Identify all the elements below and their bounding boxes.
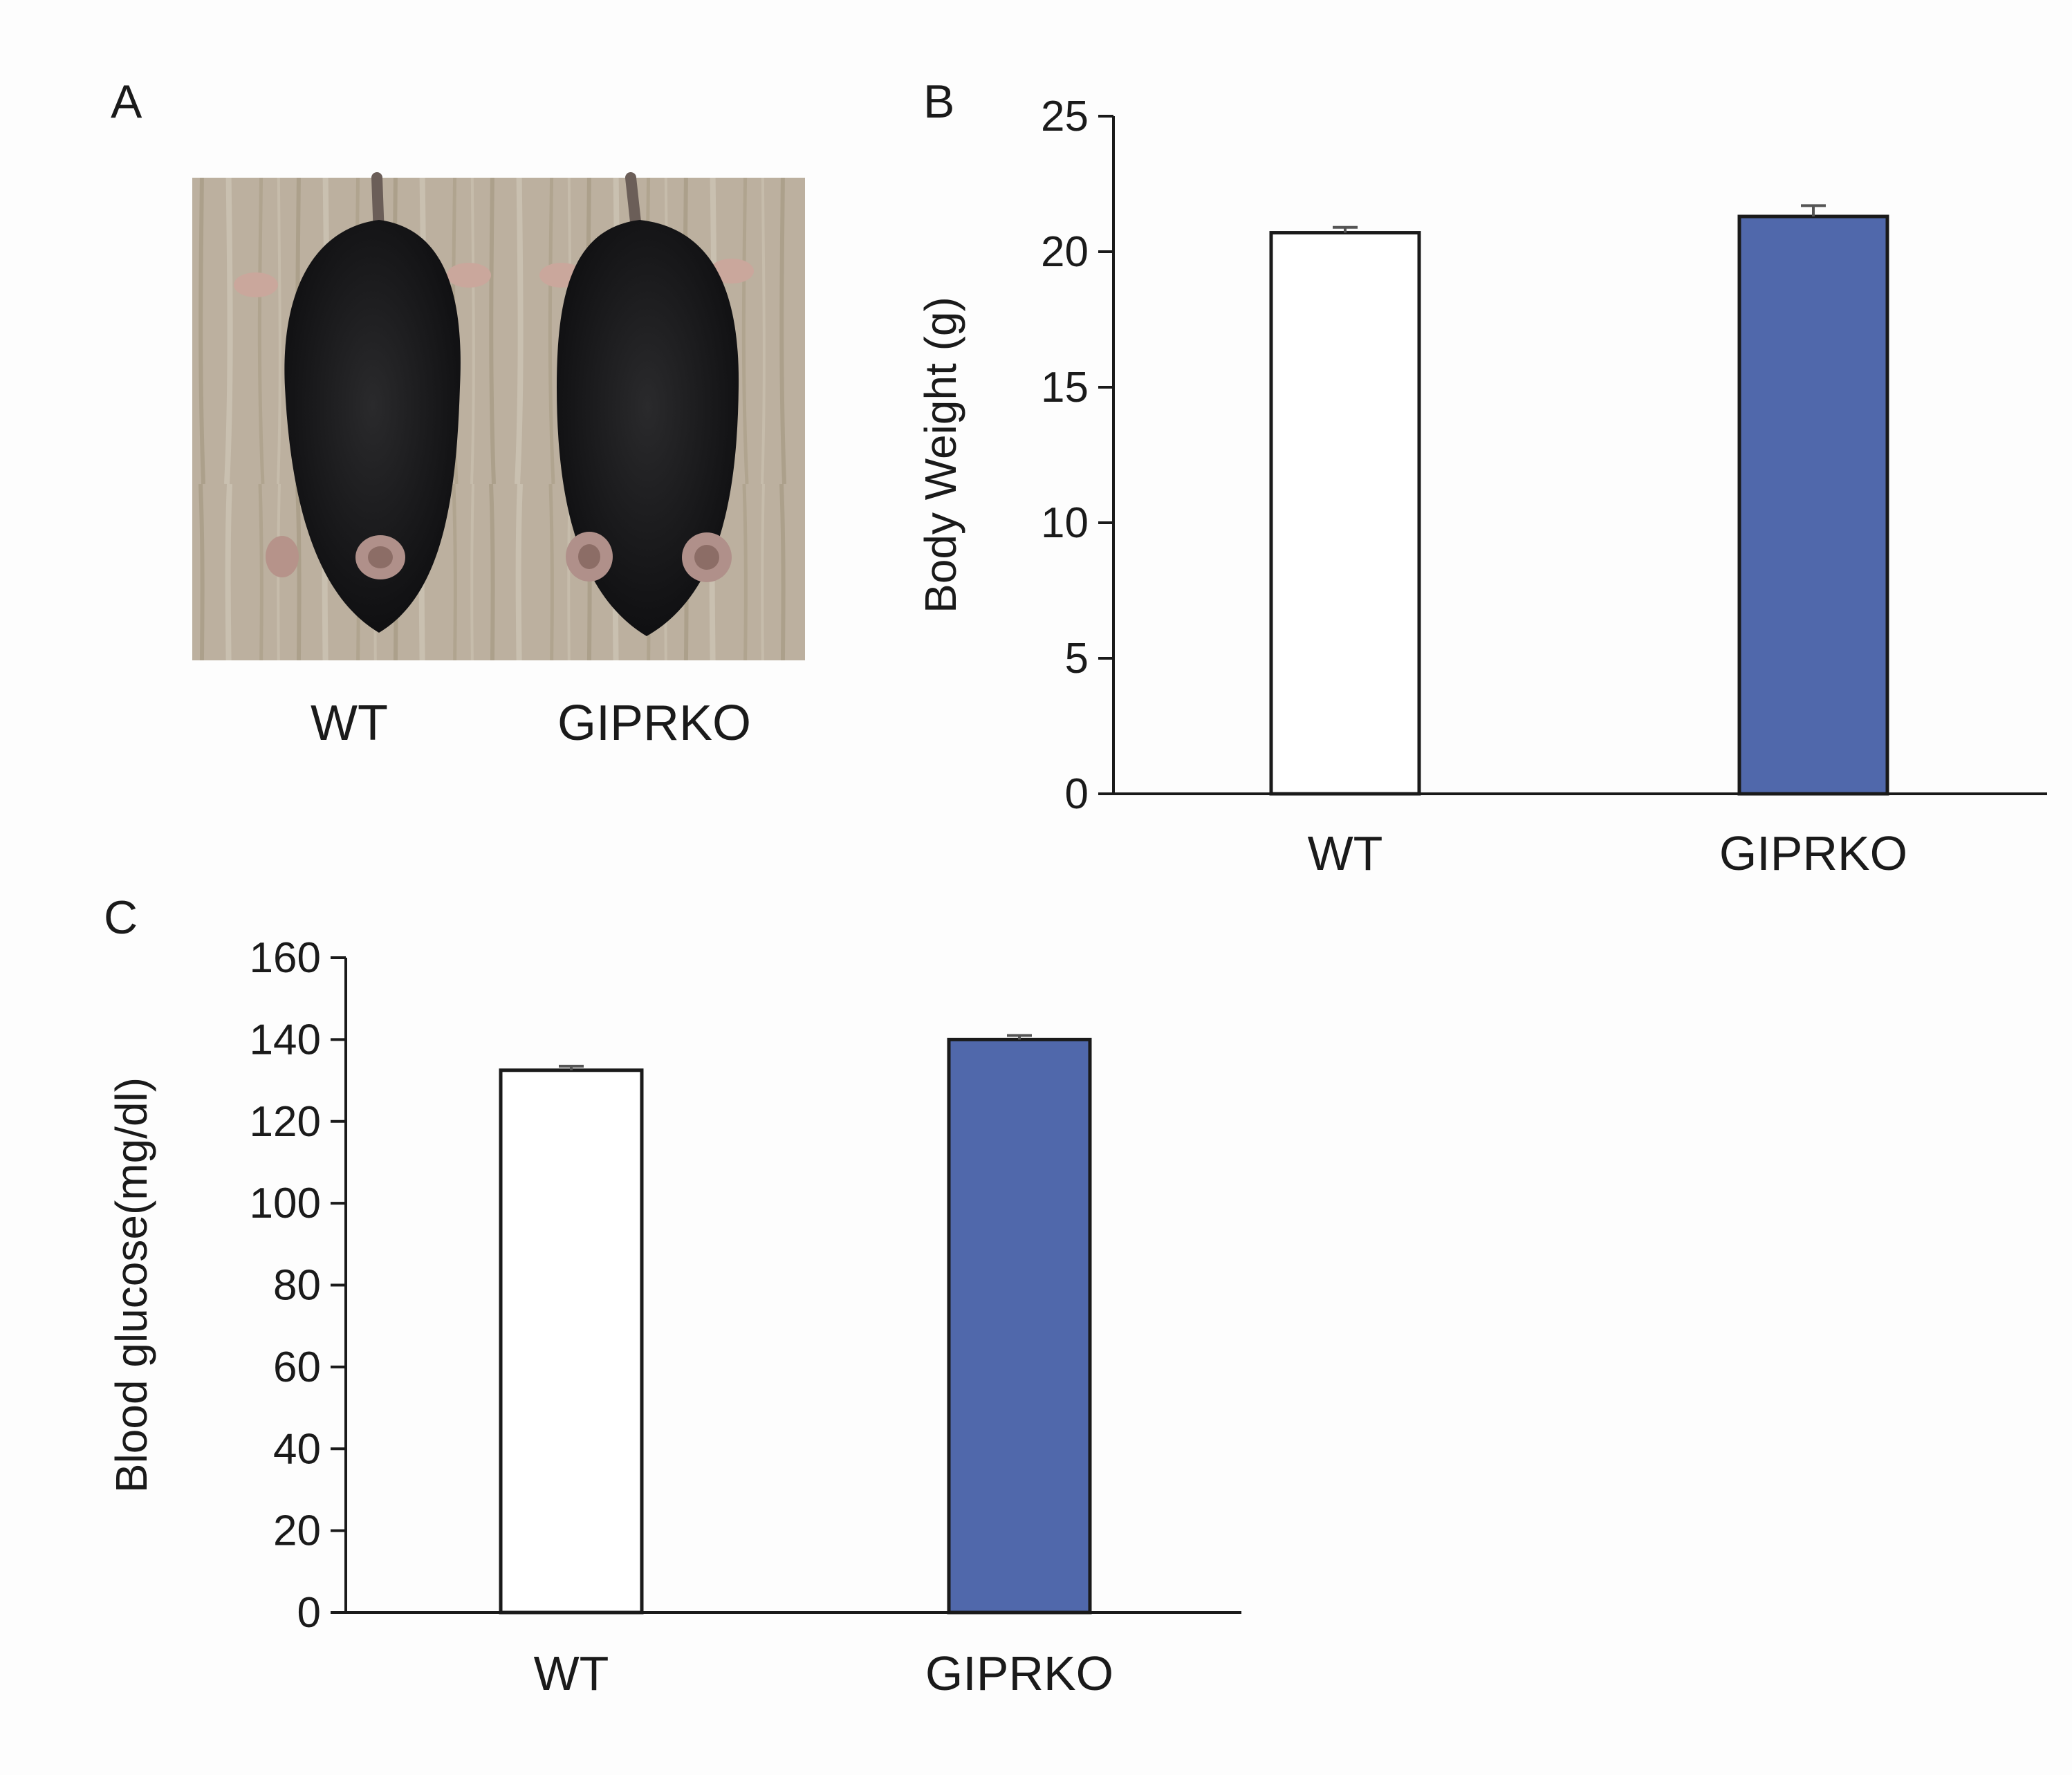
y-tick-label: 60 [273, 1344, 321, 1391]
y-tick-label: 5 [1065, 635, 1089, 682]
panel-letter-a: A [111, 75, 142, 128]
y-axis-title: Body Weight (g) [916, 297, 965, 613]
y-tick-label: 140 [250, 1016, 321, 1063]
y-tick-label: 120 [250, 1098, 321, 1146]
y-tick-label: 25 [1041, 93, 1089, 140]
y-tick-label: 15 [1041, 364, 1089, 411]
chart-body-weight: 0 5 10 15 20 25 Body Weight (g) WT GIPRKO [916, 93, 2047, 880]
y-tick-label: 80 [273, 1262, 321, 1310]
panel-letter-c: C [104, 891, 138, 944]
x-category-label: WT [534, 1646, 609, 1700]
chart-blood-glucose: 0 20 40 60 80 100 120 140 160 Blood glucose(mg/dl… [107, 934, 1241, 1700]
y-tick-label: 10 [1041, 499, 1089, 547]
y-tick-label: 0 [1065, 770, 1089, 818]
bar-wt [499, 1068, 644, 1615]
y-tick-label: 40 [273, 1425, 321, 1473]
panel-letter-b: B [923, 75, 954, 128]
photo-caption-wt: WT [311, 696, 388, 751]
bar-giprko [1737, 214, 1889, 796]
bar-wt [1269, 231, 1421, 796]
mouse-left-figure [234, 172, 491, 633]
photo-caption-giprko: GIPRKO [557, 696, 751, 751]
y-tick-label: 160 [250, 934, 321, 982]
y-tick-label: 20 [1041, 228, 1089, 276]
x-category-label: WT [1308, 826, 1383, 880]
x-category-label: GIPRKO [1719, 826, 1907, 880]
mouse-photo [192, 172, 805, 660]
y-tick-label: 20 [273, 1507, 321, 1555]
mouse-right-figure [539, 172, 754, 636]
bar-giprko [947, 1037, 1092, 1615]
x-category-label: GIPRKO [925, 1646, 1113, 1700]
y-tick-label: 0 [297, 1589, 321, 1637]
y-tick-label: 100 [250, 1180, 321, 1227]
y-axis-title: Blood glucose(mg/dl) [107, 1077, 156, 1493]
